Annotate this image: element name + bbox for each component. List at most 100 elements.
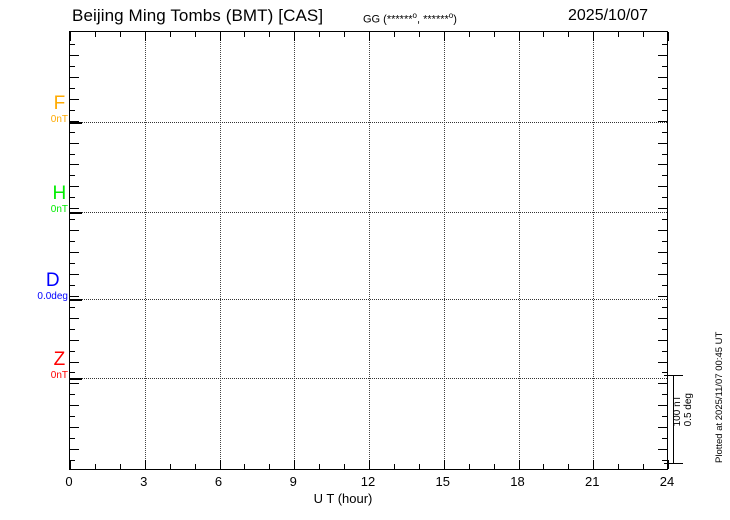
yaxis-major-tick: [658, 164, 667, 165]
xaxis-major-tick: [70, 32, 71, 41]
baseline-gridline-z: [70, 378, 667, 379]
geo-latitude: ******: [386, 13, 413, 26]
xaxis-minor-tick: [94, 464, 96, 469]
component-label-f: F 0nT: [51, 94, 68, 126]
xaxis-tick-label: 0: [65, 474, 73, 489]
yaxis-minor-tick: [70, 394, 75, 395]
yaxis-major-tick: [70, 427, 79, 428]
xaxis-major-tick: [294, 32, 296, 41]
component-baseline-value-f: 0nT: [50, 114, 68, 125]
xaxis-major-tick: [443, 32, 445, 41]
xaxis-tick-label: 9: [289, 474, 297, 489]
xaxis-minor-tick: [269, 464, 271, 469]
component-baseline-value-h: 0nT: [50, 204, 68, 215]
yaxis-major-tick: [70, 318, 79, 319]
yaxis-major-tick: [70, 55, 79, 56]
scale-bar-bottom-cap: [664, 463, 683, 464]
yaxis-major-tick: [658, 143, 667, 144]
geographic-coordinates: GG (******o, ******o): [363, 11, 457, 26]
baseline-gridline-d: [70, 299, 667, 300]
yaxis-minor-tick: [70, 110, 75, 111]
yaxis-minor-tick: [70, 88, 75, 89]
yaxis-major-tick: [70, 208, 79, 209]
component-label-d: D 0.0deg: [37, 271, 68, 303]
xaxis-minor-tick: [119, 32, 121, 37]
xaxis-tick-label: 6: [214, 474, 223, 489]
yaxis-minor-tick: [70, 175, 75, 176]
component-letter-h: H: [52, 183, 67, 204]
xaxis-major-tick: [369, 460, 370, 469]
xaxis-major-tick: [219, 32, 221, 41]
yaxis-minor-tick: [662, 88, 667, 89]
baseline-tick-h: [70, 212, 82, 214]
xaxis-tick-label: 15: [435, 474, 450, 489]
xaxis-major-tick: [518, 32, 520, 41]
xaxis-tick-label: 12: [360, 474, 376, 489]
component-letter-z: Z: [53, 349, 66, 370]
xaxis-minor-tick: [244, 464, 246, 469]
vertical-gridline: [518, 32, 520, 469]
yaxis-minor-tick: [662, 110, 667, 111]
xaxis-minor-tick: [568, 464, 570, 469]
yaxis-major-tick: [70, 230, 79, 231]
yaxis-major-tick: [658, 318, 667, 319]
xaxis-minor-tick: [319, 32, 321, 37]
yaxis-minor-tick: [662, 285, 667, 286]
xaxis-minor-tick: [119, 464, 121, 469]
yaxis-major-tick: [658, 208, 667, 209]
xaxis-minor-tick: [468, 32, 470, 37]
xaxis-major-tick: [593, 460, 595, 469]
yaxis-minor-tick: [70, 219, 75, 220]
yaxis-major-tick: [658, 449, 667, 450]
geo-prefix: GG (: [363, 13, 387, 26]
yaxis-minor-tick: [662, 372, 667, 373]
xaxis-minor-tick: [618, 464, 620, 469]
vertical-gridline: [593, 32, 595, 469]
xaxis-major-tick: [668, 32, 669, 41]
yaxis-major-tick: [658, 121, 667, 122]
yaxis-minor-tick: [662, 329, 667, 330]
yaxis-major-tick: [70, 99, 79, 100]
scale-bar-nt: 100 nT: [672, 395, 683, 427]
yaxis-minor-tick: [70, 329, 75, 330]
xaxis-title: U T (hour): [0, 491, 730, 506]
plot-frame: [69, 31, 669, 470]
baseline-tick-d: [70, 299, 82, 301]
xaxis-minor-tick: [493, 464, 495, 469]
yaxis-major-tick: [70, 274, 79, 275]
xaxis-minor-tick: [643, 32, 645, 37]
yaxis-major-tick: [70, 143, 79, 144]
yaxis-minor-tick: [70, 263, 75, 264]
geo-separator: ,: [416, 13, 424, 26]
xaxis-minor-tick: [418, 32, 420, 37]
yaxis-minor-tick: [662, 66, 667, 67]
component-baseline-value-z: 0nT: [50, 370, 68, 381]
xaxis-minor-tick: [344, 32, 346, 37]
vertical-gridline: [144, 32, 146, 469]
yaxis-major-tick: [658, 77, 667, 78]
yaxis-minor-tick: [70, 66, 75, 67]
yaxis-minor-tick: [70, 154, 75, 155]
geo-longitude-degree-symbol: o: [448, 11, 454, 20]
yaxis-major-tick: [658, 340, 667, 341]
station-title: Beijing Ming Tombs (BMT) [CAS]: [72, 6, 324, 25]
component-letter-d: D: [45, 270, 60, 291]
xaxis-minor-tick: [468, 464, 470, 469]
yaxis-minor-tick: [70, 372, 75, 373]
yaxis-major-tick: [70, 186, 79, 187]
yaxis-minor-tick: [70, 416, 75, 417]
xaxis-minor-tick: [393, 32, 395, 37]
xaxis-major-tick: [144, 32, 146, 41]
vertical-gridline: [369, 32, 370, 469]
xaxis-minor-tick: [493, 32, 495, 37]
component-baseline-value-d: 0.0deg: [37, 291, 68, 302]
baseline-gridline-h: [70, 212, 667, 213]
xaxis-tick-label: 3: [140, 474, 148, 489]
component-label-h: H 0nT: [51, 184, 68, 216]
xaxis-major-tick: [70, 460, 71, 469]
geo-longitude: ******: [423, 13, 449, 26]
yaxis-major-tick: [70, 383, 79, 384]
xaxis-minor-tick: [169, 464, 171, 469]
xaxis-title-text: U T (hour): [313, 491, 373, 506]
